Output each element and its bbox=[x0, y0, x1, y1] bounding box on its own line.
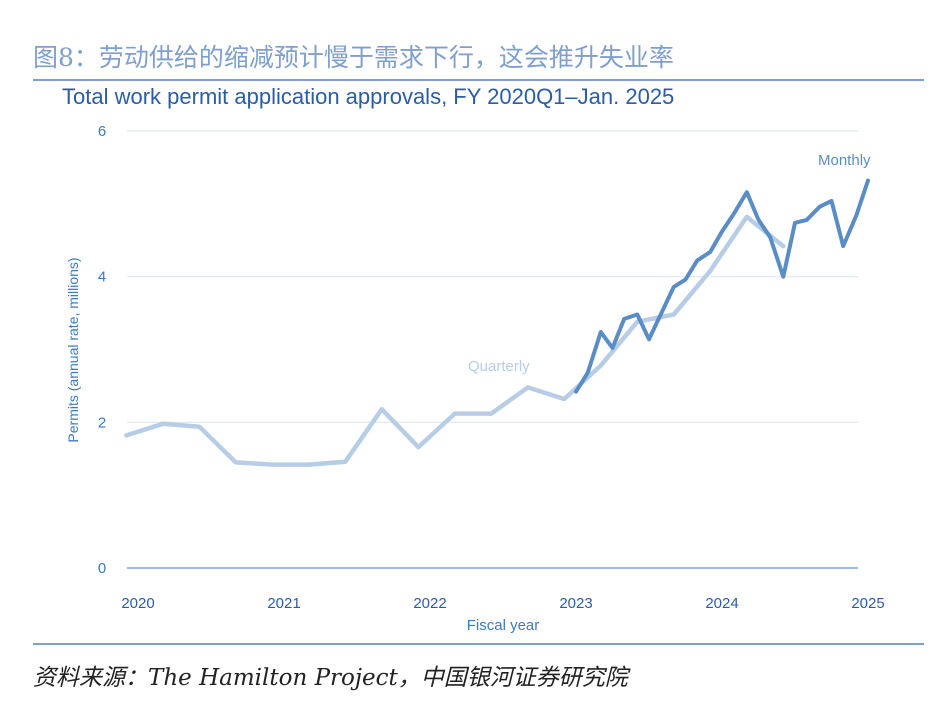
y-tick-label-0: 0 bbox=[98, 560, 106, 577]
x-tick-label-2024: 2024 bbox=[705, 595, 738, 612]
monthly-label: Monthly bbox=[818, 152, 871, 169]
x-tick-label-2023: 2023 bbox=[559, 595, 592, 612]
chart-title: Total work permit application approvals,… bbox=[62, 84, 674, 109]
y-tick-label-4: 4 bbox=[98, 269, 106, 286]
x-tick-label-2021: 2021 bbox=[267, 595, 300, 612]
x-tick-label-2020: 2020 bbox=[121, 595, 154, 612]
quarterly-label: Quarterly bbox=[468, 358, 530, 375]
y-tick-label-6: 6 bbox=[98, 123, 106, 140]
y-axis-title: Permits (annual rate, millions) bbox=[65, 257, 81, 442]
series-line-quarterly bbox=[124, 214, 786, 467]
x-tick-label-2022: 2022 bbox=[413, 595, 446, 612]
y-tick-label-2: 2 bbox=[98, 414, 106, 431]
series-line-monthly bbox=[574, 178, 870, 394]
top-rule bbox=[33, 79, 924, 81]
source-note: 资料来源：The Hamilton Project，中国银河证券研究院 bbox=[33, 665, 628, 691]
x-tick-label-2025: 2025 bbox=[851, 595, 884, 612]
bottom-rule bbox=[33, 643, 924, 645]
figure-title: 图8：劳动供给的缩减预计慢于需求下行，这会推升失业率 bbox=[33, 43, 674, 72]
x-axis-title: Fiscal year bbox=[467, 617, 540, 634]
